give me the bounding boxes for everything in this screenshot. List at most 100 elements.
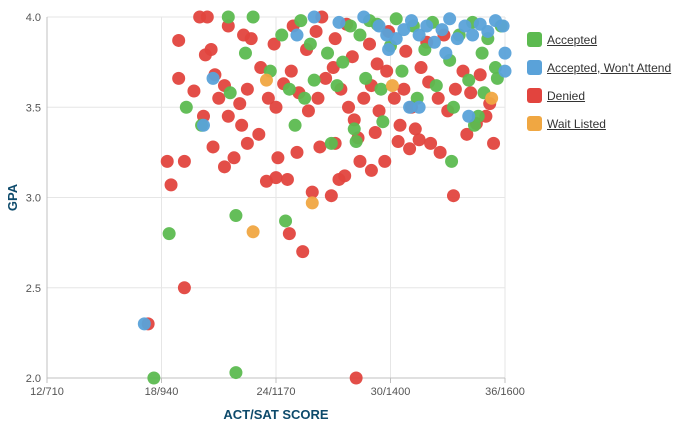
point-denied — [301, 104, 315, 118]
point-accepted-won-t-attend — [435, 23, 449, 37]
point-denied — [414, 61, 428, 75]
point-accepted — [279, 214, 293, 228]
point-accepted — [389, 12, 403, 26]
point-denied — [172, 33, 186, 47]
y-tick-label: 3.0 — [26, 193, 41, 205]
point-accepted-won-t-attend — [307, 10, 321, 24]
legend-swatch-accepted — [527, 32, 542, 47]
point-accepted-won-t-attend — [496, 19, 510, 33]
point-accepted-won-t-attend — [403, 100, 417, 114]
point-denied — [217, 160, 231, 174]
point-denied — [240, 136, 254, 150]
point-accepted — [349, 135, 363, 149]
x-tick-label: 36/1600 — [485, 386, 525, 398]
point-denied — [431, 91, 445, 105]
point-accepted — [353, 28, 367, 42]
point-denied — [240, 82, 254, 96]
point-accepted — [446, 100, 460, 114]
point-denied — [177, 154, 191, 168]
legend-label-wait-listed: Wait Listed — [547, 116, 606, 131]
legend-item-wait-listed[interactable]: Wait Listed — [527, 114, 671, 133]
point-accepted — [307, 73, 321, 87]
point-denied — [261, 91, 275, 105]
point-denied — [370, 57, 384, 71]
legend-swatch-wait-listed — [527, 116, 542, 131]
point-denied — [309, 24, 323, 38]
point-denied — [338, 169, 352, 183]
point-denied — [372, 104, 386, 118]
point-accepted — [376, 115, 390, 129]
point-accepted-won-t-attend — [382, 42, 396, 56]
point-denied — [357, 91, 371, 105]
point-accepted-won-t-attend — [137, 317, 151, 331]
point-accepted — [429, 79, 443, 93]
point-denied — [172, 71, 186, 85]
point-accepted — [395, 64, 409, 78]
point-denied — [403, 142, 417, 156]
point-accepted — [246, 10, 260, 24]
point-denied — [433, 145, 447, 159]
point-accepted-won-t-attend — [450, 32, 464, 46]
point-wait-listed — [246, 225, 260, 239]
point-accepted-won-t-attend — [412, 100, 426, 114]
point-accepted — [162, 227, 176, 241]
point-accepted — [229, 366, 243, 380]
y-axis-title: GPA — [5, 183, 20, 211]
point-accepted-won-t-attend — [462, 109, 476, 123]
point-denied — [391, 135, 405, 149]
point-accepted — [303, 37, 317, 51]
point-denied — [221, 109, 235, 123]
point-accepted-won-t-attend — [357, 10, 371, 24]
point-denied — [368, 126, 382, 140]
point-accepted — [221, 10, 235, 24]
point-accepted-won-t-attend — [397, 23, 411, 37]
y-tick-label: 3.5 — [26, 102, 41, 114]
point-denied — [233, 97, 247, 111]
point-denied — [244, 32, 258, 46]
point-denied — [164, 178, 178, 192]
point-denied — [473, 68, 487, 82]
point-denied — [227, 151, 241, 165]
point-accepted-won-t-attend — [481, 24, 495, 38]
point-denied — [269, 171, 283, 185]
point-denied — [326, 61, 340, 75]
legend-item-denied[interactable]: Denied — [527, 86, 671, 105]
point-accepted — [374, 82, 388, 96]
point-denied — [282, 227, 296, 241]
point-accepted-won-t-attend — [206, 71, 220, 85]
point-accepted — [147, 371, 161, 385]
legend-item-accepted[interactable]: Accepted — [527, 30, 671, 49]
legend-label-denied: Denied — [547, 88, 586, 103]
point-denied — [177, 281, 191, 295]
point-denied — [206, 140, 220, 154]
point-accepted-won-t-attend — [466, 28, 480, 42]
point-accepted — [336, 55, 350, 69]
point-accepted — [321, 46, 335, 60]
point-denied — [408, 122, 422, 136]
point-accepted-won-t-attend — [498, 64, 512, 78]
point-denied — [464, 86, 478, 100]
point-accepted — [418, 42, 432, 56]
point-accepted-won-t-attend — [439, 46, 453, 60]
point-denied — [397, 82, 411, 96]
point-accepted — [324, 136, 338, 150]
point-accepted-won-t-attend — [389, 32, 403, 46]
point-accepted — [347, 122, 361, 136]
x-tick-label: 24/1170 — [257, 386, 296, 398]
point-accepted — [359, 71, 373, 85]
point-denied — [349, 371, 363, 385]
point-denied — [412, 133, 426, 147]
point-denied — [347, 113, 361, 127]
y-tick-label: 2.5 — [26, 283, 41, 295]
point-denied — [353, 154, 367, 168]
point-denied — [399, 44, 413, 58]
legend-swatch-accepted-wont-attend — [527, 60, 542, 75]
point-denied — [269, 100, 283, 114]
point-denied — [342, 100, 356, 114]
point-accepted — [475, 46, 489, 60]
legend-item-accepted-wont-attend[interactable]: Accepted, Won't Attend — [527, 58, 671, 77]
chart-legend: Accepted Accepted, Won't Attend Denied W… — [527, 30, 671, 142]
point-wait-listed — [259, 73, 273, 87]
